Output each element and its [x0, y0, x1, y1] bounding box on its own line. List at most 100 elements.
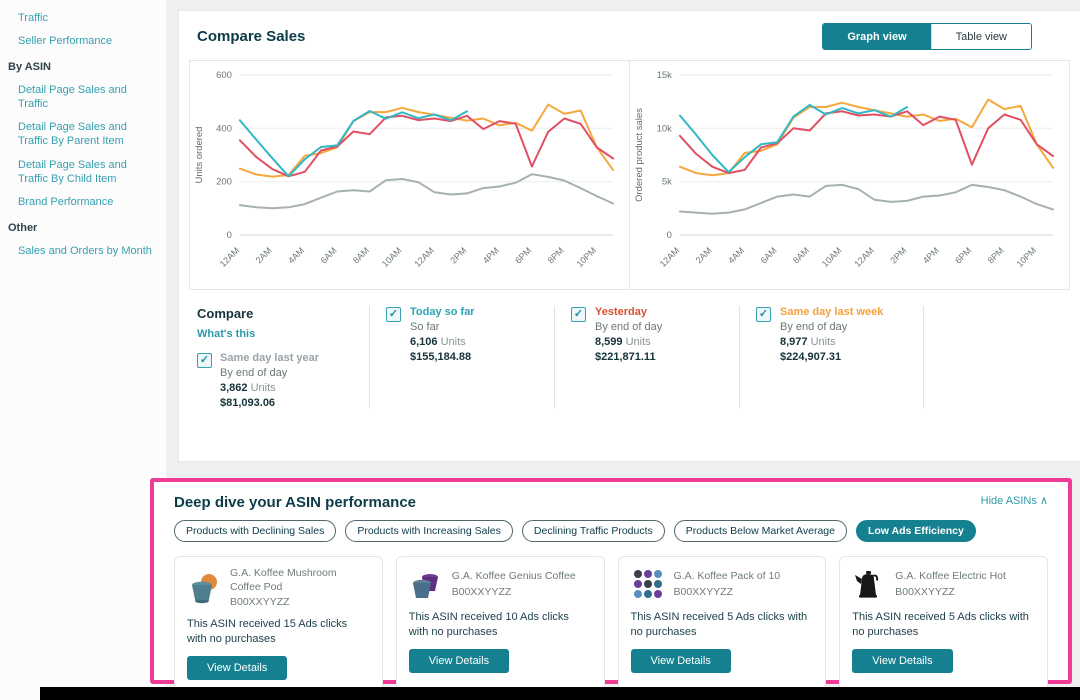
compare-heading: Compare	[197, 306, 254, 321]
legend-item-yesterday: ✓ Yesterday By end of day 8,599 Units $2…	[554, 306, 739, 409]
pill-increasing-sales[interactable]: Products with Increasing Sales	[345, 520, 513, 542]
product-asin: B00XXYYZZ	[673, 585, 734, 598]
today-checkbox[interactable]: ✓	[386, 307, 401, 322]
legend-label: Yesterday	[595, 306, 647, 318]
sidebar-item-brand-performance[interactable]: Brand Performance	[18, 196, 114, 209]
svg-text:Ordered product sales: Ordered product sales	[634, 108, 645, 202]
svg-text:6AM: 6AM	[759, 245, 779, 265]
svg-text:200: 200	[216, 177, 232, 188]
coffee-pods-icon	[412, 574, 438, 598]
sidebar-item-detail-page-sales[interactable]: Detail Page Sales and Traffic	[18, 83, 127, 110]
asin-cards: G.A. Koffee Mushroom Coffee Pod B00XXYYZ…	[174, 556, 1048, 691]
svg-text:8PM: 8PM	[546, 245, 566, 265]
sidebar-item-sales-orders-month[interactable]: Sales and Orders by Month	[18, 244, 152, 257]
last-week-checkbox[interactable]: ✓	[756, 307, 771, 322]
svg-text:12AM: 12AM	[218, 245, 242, 269]
sidebar-item-detail-parent-item[interactable]: Detail Page Sales and Traffic By Parent …	[18, 121, 127, 148]
chevron-up-icon: ∧	[1039, 495, 1048, 507]
charts-panel: 0 200 400 600 12AM 2AM 4AM 6AM 8AM 10AM 12AM 2PM 4PM…	[189, 60, 1070, 290]
svg-text:6PM: 6PM	[513, 245, 533, 265]
svg-text:4AM: 4AM	[286, 245, 306, 265]
svg-text:2AM: 2AM	[694, 245, 714, 265]
check-icon: ✓	[758, 308, 769, 320]
ads-insight-text: This ASIN received 5 Ads clicks with no …	[852, 611, 1029, 638]
sidebar: Traffic Seller Performance By ASIN Detai…	[0, 0, 166, 700]
svg-text:6AM: 6AM	[319, 245, 339, 265]
product-title: G.A. Koffee Mushroom Coffee Pod	[230, 567, 337, 593]
product-title: G.A. Koffee Pack of 10	[673, 570, 781, 583]
deep-dive-header: Deep dive your ASIN performance Hide ASI…	[174, 494, 1048, 511]
svg-text:10PM: 10PM	[575, 245, 599, 269]
view-details-button[interactable]: View Details	[852, 648, 953, 673]
legend-sub: By end of day	[220, 367, 288, 379]
svg-text:4PM: 4PM	[481, 245, 501, 265]
compare-sales-panel: Compare Sales Graph view Table view 0 200…	[178, 10, 1080, 462]
view-details-button[interactable]: View Details	[187, 655, 288, 680]
legend-amount: $155,184.88	[410, 351, 472, 363]
legend-units: 8,599 Units	[595, 336, 651, 348]
table-view-button[interactable]: Table view	[930, 24, 1031, 49]
svg-text:8AM: 8AM	[791, 245, 811, 265]
view-details-button[interactable]: View Details	[630, 648, 731, 673]
bottom-black-bar	[40, 687, 1080, 700]
sidebar-item-traffic[interactable]: Traffic	[18, 12, 48, 24]
sidebar-header-other: Other	[8, 221, 38, 234]
svg-text:2AM: 2AM	[254, 245, 274, 265]
svg-text:4AM: 4AM	[726, 245, 746, 265]
whats-this-link[interactable]: What's this	[197, 328, 256, 340]
ads-insight-text: This ASIN received 10 Ads clicks with no…	[408, 611, 569, 638]
hide-asins-link[interactable]: Hide ASINs ∧	[980, 495, 1048, 507]
svg-text:2PM: 2PM	[448, 245, 468, 265]
legend-units: 3,862 Units	[220, 382, 276, 394]
svg-text:10AM: 10AM	[380, 245, 404, 269]
legend-sub: By end of day	[780, 321, 848, 333]
view-toggle: Graph view Table view	[822, 23, 1032, 50]
svg-text:400: 400	[216, 123, 232, 134]
svg-text:0: 0	[667, 230, 672, 241]
product-asin: B00XXYYZZ	[230, 596, 290, 609]
asin-card-mushroom-coffee-pod: G.A. Koffee Mushroom Coffee Pod B00XXYYZ…	[174, 556, 383, 691]
asin-card-genius-coffee: G.A. Koffee Genius Coffee B00XXYYZZ This…	[395, 556, 605, 691]
svg-text:4PM: 4PM	[921, 245, 941, 265]
view-details-button[interactable]: View Details	[408, 648, 510, 673]
svg-text:12AM: 12AM	[412, 245, 436, 269]
asin-card-pack-of-10: G.A. Koffee Pack of 10 B00XXYYZZ This AS…	[617, 556, 827, 691]
pill-declining-traffic[interactable]: Declining Traffic Products	[521, 520, 665, 542]
svg-text:10AM: 10AM	[820, 245, 844, 269]
legend-label: Today so far	[410, 306, 475, 318]
svg-text:0: 0	[227, 230, 232, 241]
product-title: G.A. Koffee Electric Hot	[895, 570, 1006, 583]
check-icon: ✓	[199, 354, 210, 366]
ordered-product-sales-chart: 0 5k 10k 15k 12AM 2AM 4AM 6AM 8AM 10AM 12AM 2PM 4PM 6…	[629, 61, 1069, 289]
legend-amount: $81,093.06	[220, 397, 276, 409]
product-title: G.A. Koffee Genius Coffee	[451, 570, 576, 583]
svg-text:Units ordered: Units ordered	[194, 127, 205, 184]
graph-view-button[interactable]: Graph view	[823, 24, 931, 49]
pill-low-ads-efficiency[interactable]: Low Ads Efficiency	[855, 520, 976, 542]
sidebar-item-detail-child-item[interactable]: Detail Page Sales and Traffic By Child I…	[18, 158, 127, 186]
legend-amount: $224,907.31	[780, 351, 842, 363]
sidebar-item-seller-performance[interactable]: Seller Performance	[18, 35, 113, 48]
coffee-pod-icon	[192, 573, 217, 603]
legend-item-last-year: ✓ Same day last year By end of day 3,862…	[197, 352, 369, 409]
pill-below-market-average[interactable]: Products Below Market Average	[673, 520, 847, 542]
legend-sub: So far	[410, 321, 440, 333]
last-year-checkbox[interactable]: ✓	[197, 353, 212, 368]
ads-insight-text: This ASIN received 5 Ads clicks with no …	[630, 611, 808, 638]
legend-item-today: ✓ Today so far So far 6,106 Units $155,1…	[369, 306, 554, 409]
asin-card-electric-hot: G.A. Koffee Electric Hot B00XXYYZZ This …	[839, 556, 1048, 691]
legend-label: Same day last year	[220, 352, 320, 364]
product-asin: B00XXYYZZ	[895, 585, 955, 598]
legend-label: Same day last week	[780, 306, 884, 318]
pill-declining-sales[interactable]: Products with Declining Sales	[174, 520, 337, 542]
legend-amount: $221,871.11	[595, 351, 656, 363]
svg-text:12AM: 12AM	[658, 245, 682, 269]
svg-text:5k: 5k	[662, 177, 672, 188]
pod-pack-grid-icon	[633, 570, 662, 598]
legend-item-last-week: ✓ Same day last week By end of day 8,977…	[739, 306, 924, 409]
check-icon: ✓	[388, 308, 399, 320]
yesterday-checkbox[interactable]: ✓	[571, 307, 586, 322]
svg-text:12AM: 12AM	[852, 245, 876, 269]
svg-text:8AM: 8AM	[351, 245, 371, 265]
sidebar-header-by-asin: By ASIN	[8, 60, 51, 73]
